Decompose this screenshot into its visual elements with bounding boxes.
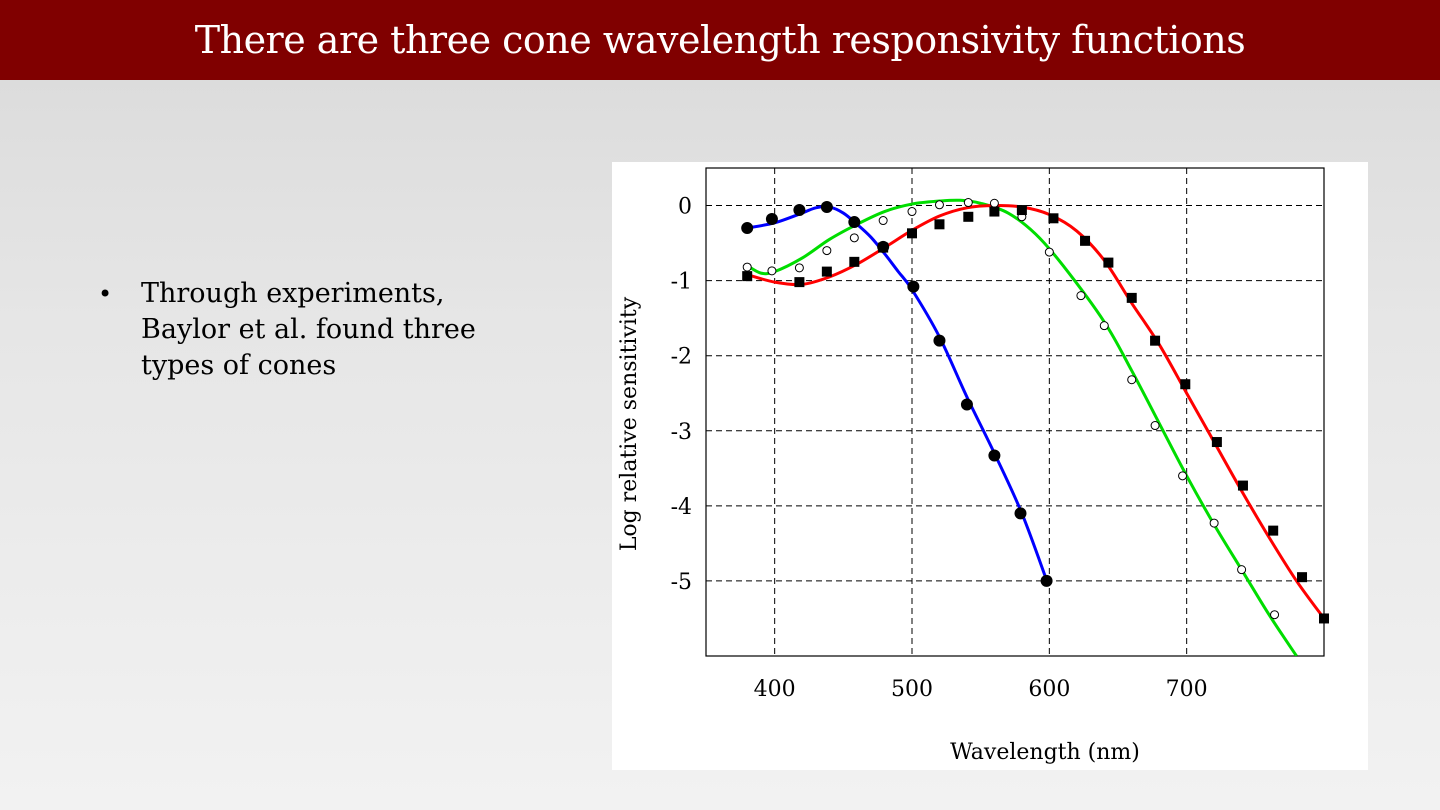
data-point xyxy=(849,256,860,267)
y-tick-label: -4 xyxy=(671,495,692,520)
data-point xyxy=(1211,437,1222,448)
data-point xyxy=(933,334,946,347)
series-markers xyxy=(741,198,1329,624)
data-point xyxy=(1076,291,1086,301)
x-axis-label: Wavelength (nm) xyxy=(950,740,1140,765)
bullet-item: • Through experiments, Baylor et al. fou… xyxy=(98,276,518,384)
data-point xyxy=(794,263,804,273)
data-point xyxy=(1127,375,1137,385)
slide-title: There are three cone wavelength responsi… xyxy=(194,18,1246,62)
x-tick-label: 600 xyxy=(1028,677,1070,702)
x-tick-labels: 400 500 600 700 xyxy=(754,677,1208,702)
data-point xyxy=(1103,257,1114,268)
data-point xyxy=(963,211,974,222)
title-bar: There are three cone wavelength responsi… xyxy=(0,0,1440,80)
y-tick-labels: 0 -1 -2 -3 -4 -5 xyxy=(671,195,692,595)
data-point xyxy=(1099,321,1109,331)
data-point xyxy=(1237,565,1247,575)
data-point xyxy=(1270,610,1280,620)
data-point xyxy=(1126,292,1137,303)
data-point xyxy=(1180,379,1191,390)
data-point xyxy=(820,201,833,214)
y-tick-label: 0 xyxy=(678,195,692,220)
plot-frame xyxy=(705,167,1325,657)
grid xyxy=(706,168,1324,656)
data-point xyxy=(742,271,753,282)
data-point xyxy=(989,198,999,208)
data-point xyxy=(878,216,888,226)
data-point xyxy=(934,200,944,210)
y-tick-label: -2 xyxy=(671,345,692,370)
series-curves xyxy=(746,198,1324,656)
data-point xyxy=(960,398,973,411)
data-point xyxy=(1237,480,1248,491)
data-point xyxy=(907,207,917,217)
x-tick-label: 700 xyxy=(1166,677,1208,702)
data-point xyxy=(907,280,920,293)
y-axis-label: Log relative sensitivity xyxy=(617,296,642,551)
data-point xyxy=(849,233,859,243)
data-point xyxy=(1048,213,1059,224)
y-tick-label: -5 xyxy=(671,570,692,595)
data-point xyxy=(907,228,917,239)
data-point xyxy=(988,449,1001,462)
chart-figure: 400 500 600 700 0 -1 -2 -3 -4 -5 Wavelength (nm)… xyxy=(612,162,1368,770)
data-point xyxy=(821,266,832,277)
x-tick-label: 400 xyxy=(754,677,796,702)
bullet-dot-icon: • xyxy=(98,280,113,308)
data-point xyxy=(822,246,832,256)
x-tick-label: 500 xyxy=(891,677,933,702)
data-point xyxy=(1209,518,1219,528)
data-point xyxy=(794,277,805,288)
data-point xyxy=(1297,572,1308,583)
data-point xyxy=(934,219,945,230)
data-point xyxy=(963,198,973,208)
data-point xyxy=(1150,335,1161,346)
data-point xyxy=(1080,235,1091,246)
data-point xyxy=(1268,525,1279,536)
data-point xyxy=(878,242,889,253)
bullet-text: Through experiments, Baylor et al. found… xyxy=(141,278,476,381)
data-point xyxy=(742,262,752,272)
bullet-list: • Through experiments, Baylor et al. fou… xyxy=(98,276,518,384)
data-point xyxy=(765,213,778,226)
cone-sensitivity-chart: 400 500 600 700 0 -1 -2 -3 -4 -5 Wavelength (nm)… xyxy=(617,167,1329,765)
data-point xyxy=(1044,247,1054,257)
data-point xyxy=(1150,421,1160,431)
data-point xyxy=(1178,471,1188,481)
data-point xyxy=(1016,205,1027,216)
y-tick-label: -3 xyxy=(671,420,692,445)
data-point xyxy=(989,206,1000,217)
data-point xyxy=(1040,574,1053,587)
data-point xyxy=(741,222,754,235)
data-point xyxy=(1319,613,1329,624)
data-point xyxy=(793,204,806,217)
data-point xyxy=(848,216,861,229)
series-line xyxy=(746,204,1324,620)
data-point xyxy=(767,266,777,276)
y-tick-label: -1 xyxy=(671,270,692,295)
data-point xyxy=(1014,507,1027,520)
